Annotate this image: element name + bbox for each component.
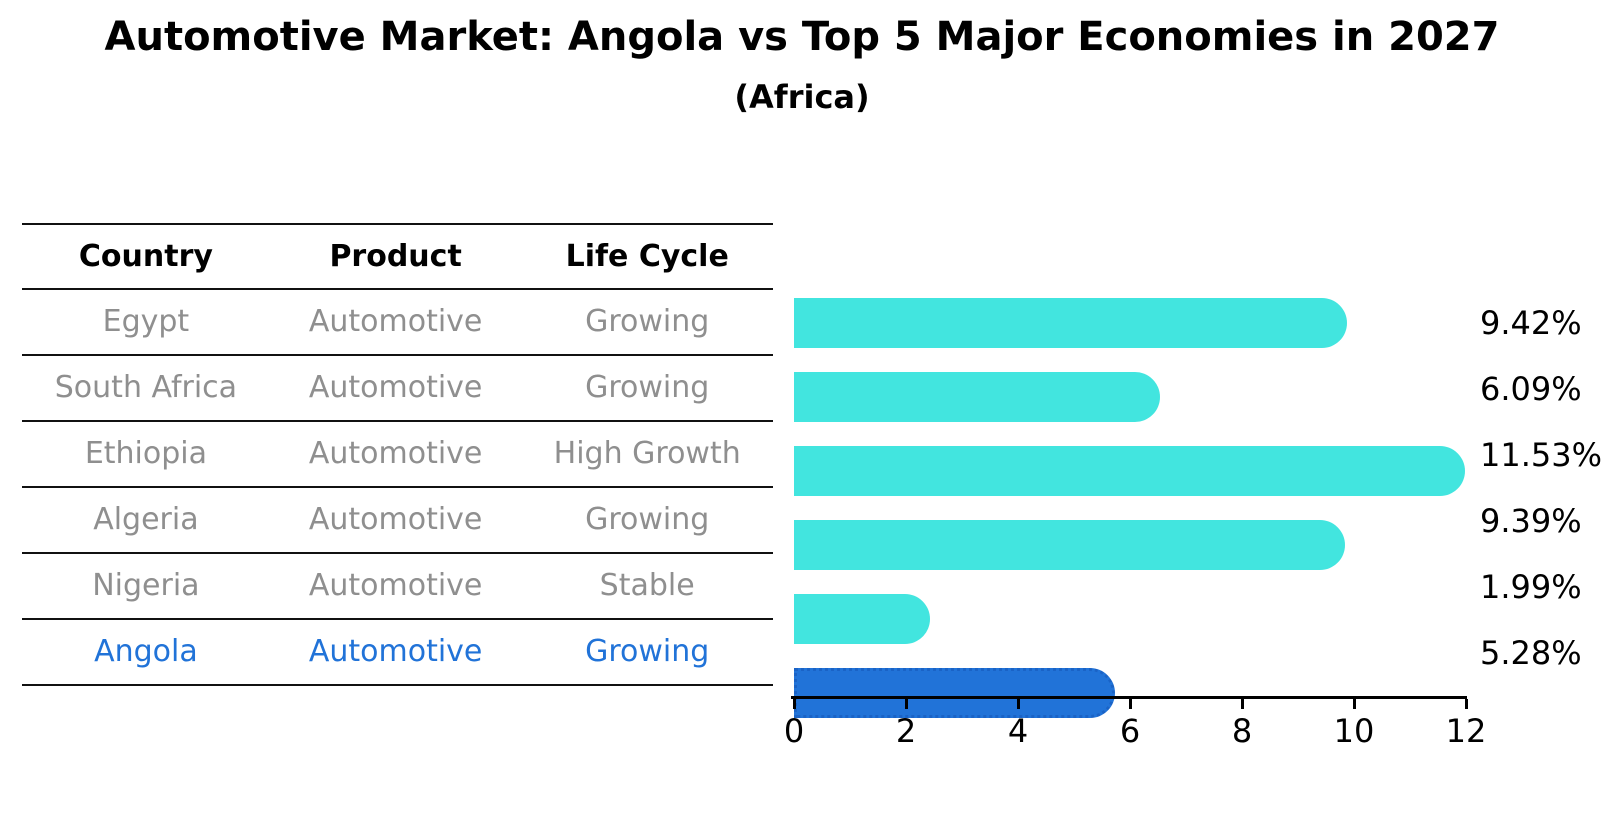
cell-life-cycle: High Growth [553, 436, 741, 471]
bar-chart [794, 290, 1494, 718]
cell-life-cycle: Growing [585, 502, 710, 537]
value-label: 9.42% [1480, 304, 1582, 342]
x-axis-tick [1465, 699, 1468, 709]
x-axis-tick-label: 4 [1007, 712, 1029, 750]
x-axis-tick-label: 2 [895, 712, 917, 750]
cell-life-cycle: Stable [599, 568, 695, 603]
cell-country: Algeria [93, 502, 199, 537]
bar-row [794, 668, 1494, 734]
table-row: Ethiopia Automotive High Growth [22, 422, 773, 488]
bar [794, 446, 1465, 496]
x-axis-tick [1353, 699, 1356, 709]
bar-row [794, 298, 1494, 364]
header-cell-product: Product [329, 239, 462, 274]
x-axis-tick [1129, 699, 1132, 709]
value-label: 1.99% [1480, 568, 1582, 606]
value-label: 11.53% [1480, 436, 1603, 474]
header-cell-country: Country [78, 239, 213, 274]
x-axis-tick [905, 699, 908, 709]
cell-country: Angola [94, 634, 198, 669]
x-axis-tick-label: 12 [1445, 712, 1487, 750]
bar [794, 520, 1345, 570]
value-label: 5.28% [1480, 634, 1582, 672]
table-row: South Africa Automotive Growing [22, 356, 773, 422]
page-subtitle: (Africa) [734, 78, 870, 116]
bar-row [794, 446, 1494, 512]
cell-life-cycle: Growing [585, 370, 710, 405]
cell-product: Automotive [308, 370, 483, 405]
x-axis-tick-label: 6 [1119, 712, 1141, 750]
cell-life-cycle: Growing [585, 304, 710, 339]
cell-country: South Africa [54, 370, 238, 405]
cell-product: Automotive [308, 568, 483, 603]
data-table: Country Product Life Cycle Egypt Automoti… [22, 223, 773, 686]
x-axis-tick-label: 8 [1231, 712, 1253, 750]
cell-product: Automotive [308, 304, 483, 339]
x-axis-tick-label: 10 [1333, 712, 1375, 750]
table-row: Nigeria Automotive Stable [22, 554, 773, 620]
table-header-row: Country Product Life Cycle [22, 223, 773, 290]
header-cell-life-cycle: Life Cycle [565, 239, 729, 274]
value-label: 6.09% [1480, 370, 1582, 408]
page-title: Automotive Market: Angola vs Top 5 Major… [104, 14, 1500, 60]
cell-product: Automotive [308, 436, 483, 471]
x-axis-tick-label: 0 [783, 712, 805, 750]
value-label: 9.39% [1480, 502, 1582, 540]
table-row: Egypt Automotive Growing [22, 290, 773, 356]
x-axis-tick [793, 699, 796, 709]
cell-product: Automotive [308, 502, 483, 537]
cell-country: Nigeria [92, 568, 200, 603]
x-axis-tick [1241, 699, 1244, 709]
bar [794, 298, 1347, 348]
x-axis-tick [1017, 699, 1020, 709]
cell-country: Ethiopia [84, 436, 207, 471]
bar [794, 594, 930, 644]
bar-row [794, 520, 1494, 586]
bar-row [794, 372, 1494, 438]
cell-life-cycle: Growing [585, 634, 710, 669]
bar [794, 372, 1160, 422]
table-row: Algeria Automotive Growing [22, 488, 773, 554]
bar-row [794, 594, 1494, 660]
cell-product: Automotive [308, 634, 483, 669]
bar-highlighted [794, 668, 1115, 718]
x-axis-line [791, 696, 1467, 699]
cell-country: Egypt [102, 304, 190, 339]
table-row: Angola Automotive Growing [22, 620, 773, 686]
